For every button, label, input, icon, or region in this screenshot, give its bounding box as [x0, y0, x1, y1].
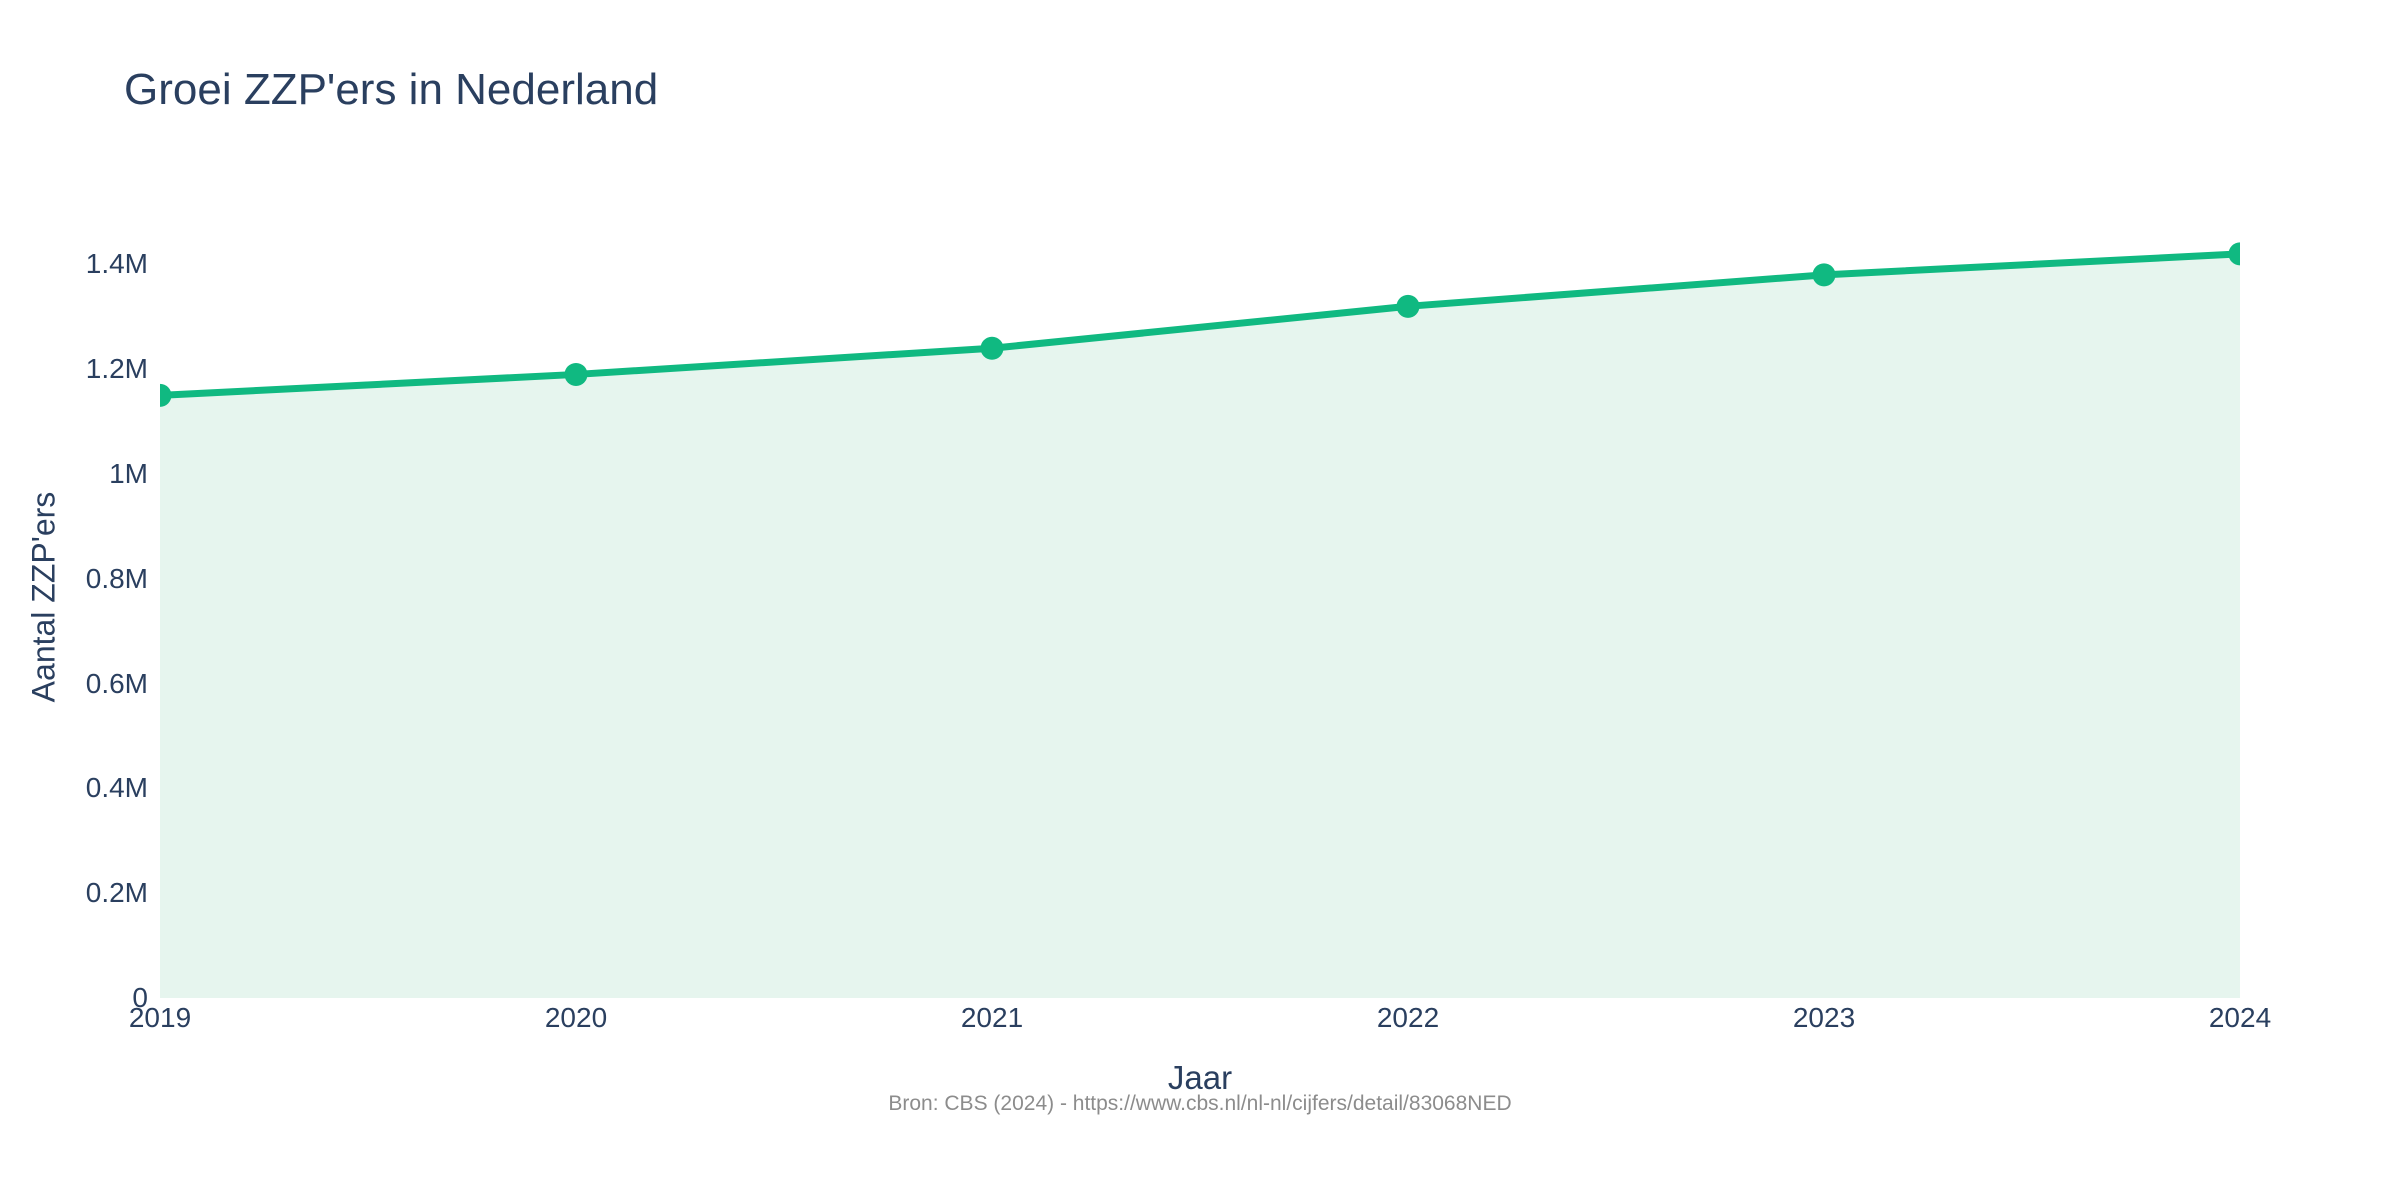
data-point-2019[interactable] [149, 383, 172, 407]
y-tick-label: 0 [132, 982, 148, 1013]
x-axis-title: Jaar [1167, 1059, 1233, 1096]
y-tick-label: 1M [109, 458, 148, 489]
source-note: Bron: CBS (2024) - https://www.cbs.nl/nl… [888, 1092, 1512, 1115]
y-tick-label: 0.4M [85, 772, 148, 804]
x-tick-label: 2022 [1376, 1002, 1440, 1033]
data-point-2022[interactable] [1396, 294, 1420, 318]
y-tick-label: 1.2M [85, 353, 148, 385]
data-point-2024[interactable] [2228, 242, 2252, 266]
x-tick-label: 2021 [960, 1002, 1024, 1033]
y-tick-label: 0.6M [85, 667, 148, 699]
y-axis-title: Aantal ZZP'ers [25, 491, 62, 703]
trend-line [160, 250, 2240, 399]
chart-title: Groei ZZP'ers in Nederland [124, 65, 659, 114]
area-fill [160, 253, 2240, 998]
area-series [149, 242, 2252, 998]
y-tick-label: 0.2M [85, 877, 148, 909]
x-tick-label: 2020 [544, 1002, 608, 1033]
x-tick-label: 2024 [2208, 1002, 2272, 1033]
x-tick-label: 2019 [128, 1002, 192, 1033]
y-tick-label: 0.8M [85, 562, 148, 594]
y-tick-label: 1.4M [85, 248, 148, 280]
data-point-2021[interactable] [980, 336, 1004, 360]
x-tick-label: 2023 [1792, 1002, 1856, 1033]
data-point-2023[interactable] [1812, 263, 1836, 287]
data-point-2020[interactable] [564, 362, 588, 386]
